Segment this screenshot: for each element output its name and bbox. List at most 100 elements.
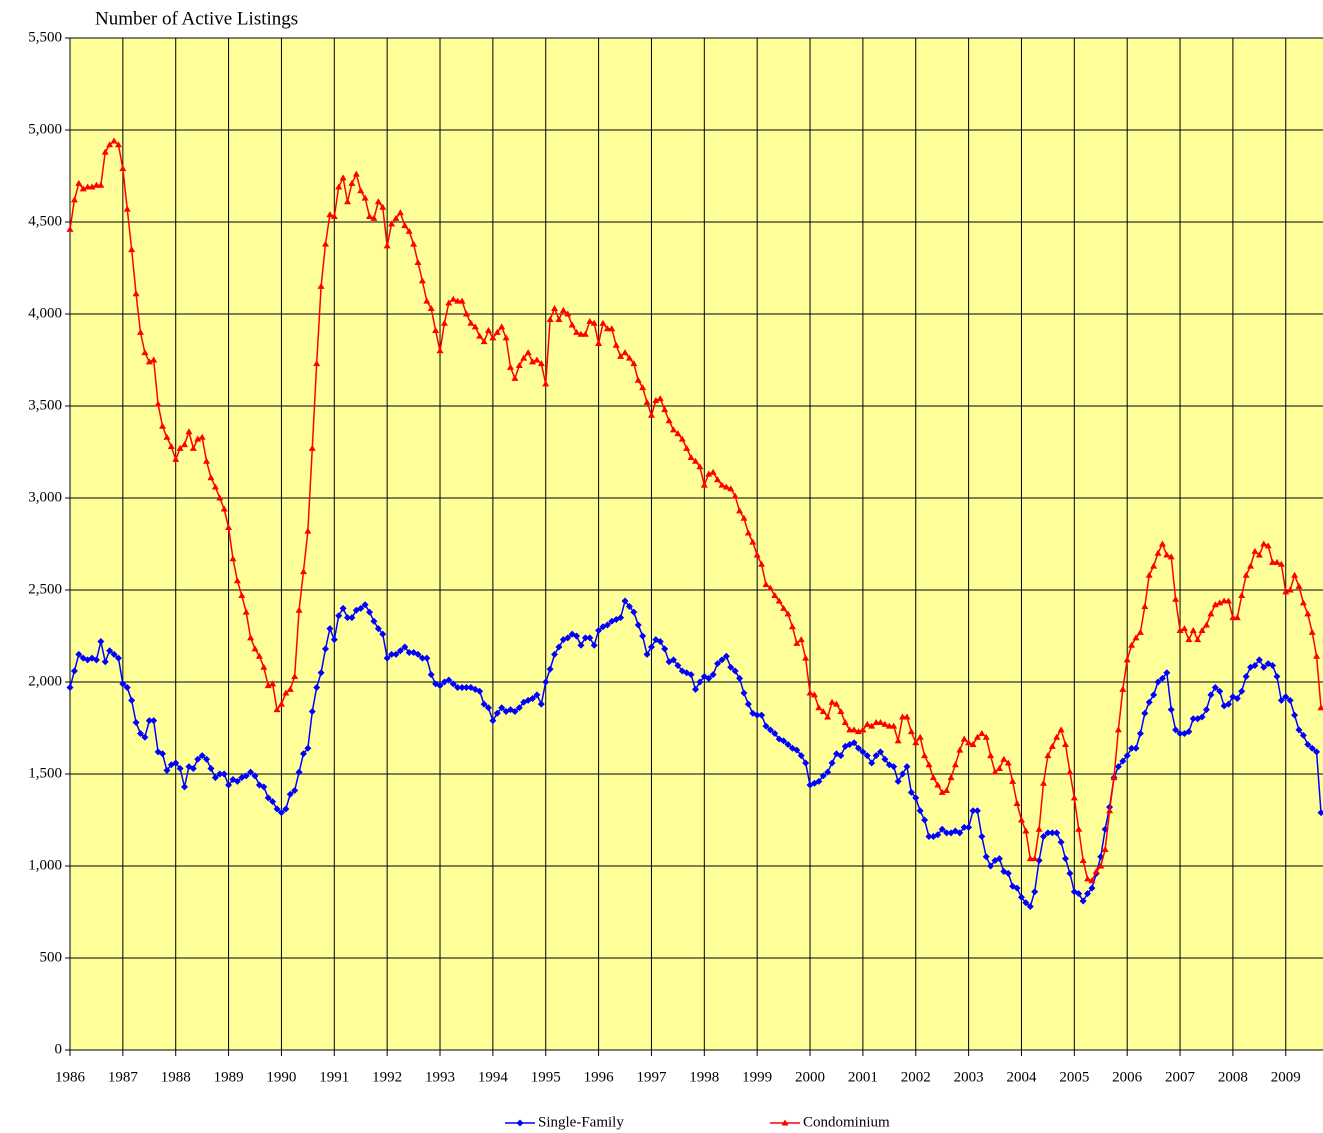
point [903,763,911,771]
point [696,678,704,686]
point [396,647,404,655]
point [1035,856,1043,864]
point [119,165,127,172]
point [326,625,334,633]
point [251,772,259,780]
point [762,580,770,587]
point [965,739,973,746]
point [929,774,937,781]
point [388,220,396,227]
point [110,650,118,658]
point [687,454,695,461]
point [859,748,867,756]
point [123,684,131,692]
point [766,584,774,591]
point [621,597,629,605]
point [1158,674,1166,682]
point [956,829,964,837]
point [1004,869,1012,877]
point [781,1119,789,1126]
point [418,277,426,284]
point [1013,884,1021,892]
x-tick-label: 2009 [1271,1069,1301,1085]
point [850,739,858,747]
point [480,338,488,345]
point [1233,614,1241,621]
point [551,304,559,311]
point [401,643,409,651]
point [665,417,673,424]
point [233,577,241,584]
point [758,560,766,567]
point [414,258,422,265]
point [1172,595,1180,602]
point [709,468,717,475]
point [938,788,946,795]
point [1313,748,1321,756]
x-tick-label: 2004 [1006,1069,1037,1085]
point [625,354,633,361]
point [740,689,748,697]
point [969,741,977,748]
point [692,457,699,464]
point [299,568,307,575]
point [810,691,818,698]
point [982,853,990,861]
point [132,290,140,297]
point [163,433,171,440]
point [1286,696,1294,704]
point [925,761,933,768]
point [722,652,730,660]
point [1233,695,1241,703]
point [564,634,572,642]
point [286,790,294,798]
point [260,783,268,791]
point [938,825,946,833]
point [1158,540,1166,547]
point [1053,733,1061,740]
point [172,759,180,767]
point [75,650,83,658]
point [1238,592,1246,599]
point [1044,752,1052,759]
point [436,347,444,354]
point [916,733,924,740]
point [581,634,589,642]
point [537,360,545,367]
point [176,764,184,772]
point [1238,687,1246,695]
y-tick-label: 2,000 [28,673,62,689]
point [559,306,567,313]
point [114,141,122,148]
point [780,737,788,745]
point [965,823,973,831]
point [907,728,915,735]
point [524,349,532,356]
point [669,656,677,664]
point [454,297,462,304]
x-tick-label: 2003 [954,1069,984,1085]
point [797,636,805,643]
point [1176,730,1184,738]
point [846,726,854,733]
point [370,617,378,625]
point [106,141,114,148]
point [634,621,642,629]
point [1273,558,1281,565]
point [1220,597,1228,604]
point [299,750,307,758]
point [348,179,356,186]
point [736,674,744,682]
point [793,746,801,754]
y-tick-label: 5,000 [28,121,62,137]
point [92,656,100,664]
point [1304,741,1312,749]
point [1295,726,1303,734]
point [551,650,559,658]
point [1216,599,1224,606]
point [943,829,951,837]
point [515,704,523,712]
point [1194,636,1202,643]
point [661,406,669,413]
point [1229,614,1237,621]
